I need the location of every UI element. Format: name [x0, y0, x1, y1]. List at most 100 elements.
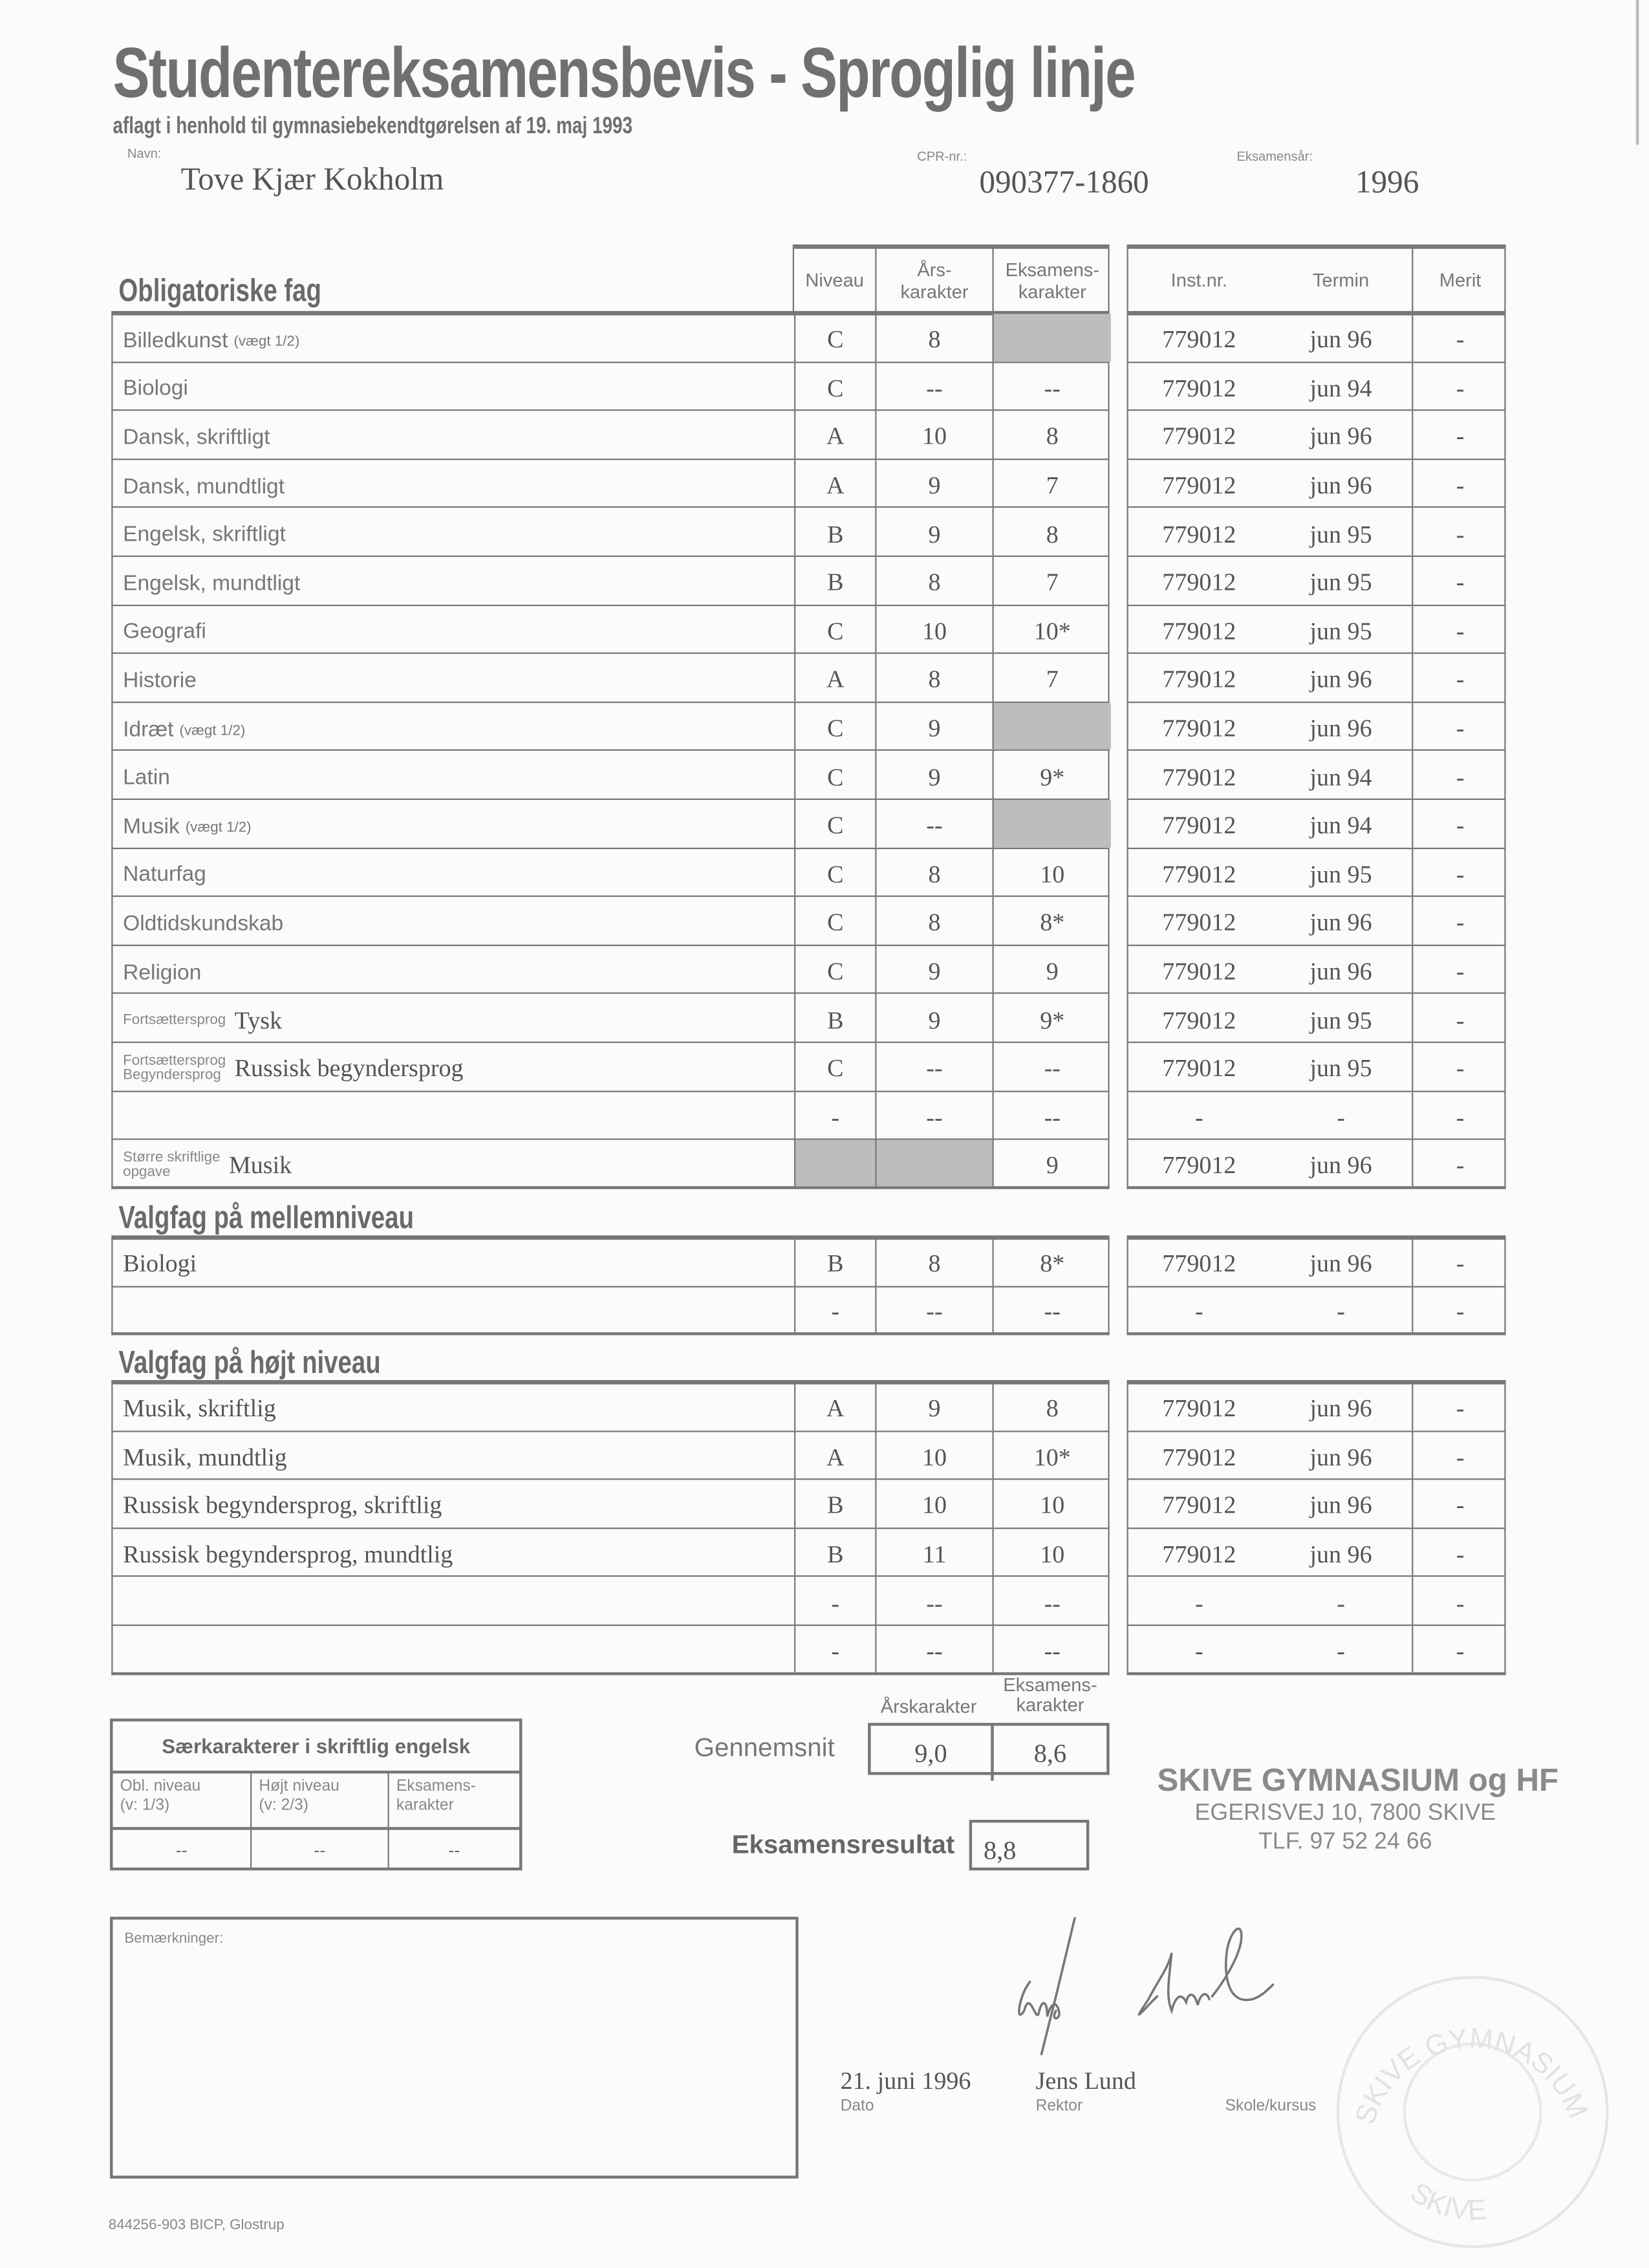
merit-cell: -: [1412, 605, 1507, 653]
rector-signature: [1018, 1917, 1275, 2056]
section-heading-obligatoriske: Obligatoriske fag: [118, 272, 321, 308]
registry-row: 779012 jun 96 -: [1126, 702, 1506, 751]
merit-cell: -: [1412, 848, 1507, 896]
niveau-cell: C: [794, 799, 875, 847]
inst-cell: 779012: [1162, 325, 1236, 354]
inst-cell: 779012: [1162, 860, 1236, 889]
remarks-box[interactable]: Bemærkninger:: [109, 1916, 799, 2179]
niveau-cell: A: [794, 459, 875, 507]
subject-cell: Latin: [113, 751, 794, 799]
termin-cell: -: [1337, 1589, 1345, 1617]
cpr-label: CPR-nr.:: [917, 149, 967, 164]
niveau-cell: A: [794, 654, 875, 702]
merit-cell: -: [1412, 1626, 1507, 1672]
subject-cell: Naturfag: [113, 848, 794, 896]
termin-cell: jun 96: [1310, 325, 1372, 354]
table-row: Billedkunst (vægt 1/2) C 8: [111, 314, 1111, 363]
subject-cell: Dansk, skriftligt: [113, 411, 794, 459]
saer-header-hoejt: Højt niveau (v: 2/3): [250, 1773, 387, 1828]
subject-cell: Fortsættersprog Begyndersprog Russisk begy…: [113, 1043, 794, 1090]
inst-cell: 779012: [1162, 374, 1236, 402]
aars-cell: 8: [875, 1238, 992, 1286]
subject-cell: [113, 1577, 794, 1625]
termin-cell: jun 96: [1310, 423, 1372, 451]
student-name: Tove Kjær Kokholm: [180, 160, 444, 197]
inst-cell: -: [1194, 1298, 1203, 1326]
table-row: Musik, mundtlig A 10 10*: [111, 1431, 1110, 1480]
aars-cell: 8: [875, 848, 992, 896]
registry-row: 779012 jun 96 -: [1126, 654, 1506, 703]
table-top-rule: [111, 1379, 1110, 1385]
aars-cell: 8: [875, 557, 992, 605]
subject-category-line: Begyndersprog: [123, 1068, 221, 1085]
eks-cell: 7: [992, 459, 1110, 507]
stamp-phone: TLF. 97 52 24 66: [1258, 1830, 1432, 1855]
column-header-niveau: Niveau: [805, 269, 864, 291]
registry-row: 779012 jun 95 -: [1126, 994, 1506, 1043]
subject-name: Engelsk, mundtligt: [123, 571, 301, 596]
niveau-cell: A: [794, 1383, 875, 1431]
saer-value-hoejt: --: [250, 1830, 387, 1871]
subject-cell: Fortsættersprog Tysk: [113, 995, 794, 1042]
merit-cell: -: [1412, 1431, 1507, 1479]
registry-row: 779012 jun 95 -: [1126, 848, 1507, 898]
header-rule: [1126, 244, 1506, 249]
niveau-cell: C: [794, 751, 875, 799]
gennemsnit-aars-header: Årskarakter: [880, 1695, 977, 1718]
column-header-aarskarakter: Års- karakter: [875, 247, 992, 313]
aars-cell: 10: [875, 411, 992, 459]
subject-name: Billedkunst: [123, 328, 228, 353]
registry-row: 779012 jun 94 -: [1126, 799, 1506, 849]
aars-cell: 10: [875, 1431, 992, 1479]
table-row: Oldtidskundskab C 8 8*: [111, 897, 1110, 946]
table-row: Større skriftlige opgave Musik 9: [111, 1140, 1110, 1189]
subject-weight-note: (vægt 1/2): [233, 334, 300, 351]
table-top-rule: [111, 1235, 1110, 1240]
inst-cell: 779012: [1162, 1055, 1236, 1083]
inst-cell: 779012: [1162, 957, 1236, 986]
aars-cell: 9: [875, 945, 992, 993]
registry-header: Inst.nr. Termin Merit: [1126, 247, 1507, 313]
subject-name: Geografi: [123, 620, 206, 645]
inst-cell: 779012: [1162, 666, 1236, 694]
eks-cell: --: [992, 1626, 1110, 1672]
subject-category: Større skriftlige opgave: [123, 1150, 220, 1180]
registry-row: 779012 jun 95 -: [1126, 1042, 1506, 1092]
table-top-rule: [1126, 1235, 1506, 1240]
aars-cell: 9: [875, 1383, 992, 1431]
merit-cell: -: [1412, 411, 1507, 459]
gennemsnit-aars-value: 9,0: [914, 1738, 947, 1768]
niveau-cell: C: [794, 945, 875, 993]
table-row: Russisk begyndersprog, mundtlig B 11 10: [111, 1528, 1110, 1578]
aars-cell: 10: [875, 605, 992, 653]
inst-cell: 779012: [1162, 1492, 1236, 1520]
merit-cell: -: [1412, 1286, 1507, 1333]
niveau-cell: C: [794, 1042, 875, 1090]
table-row: Idræt (vægt 1/2) C 9: [111, 702, 1111, 751]
registry-row: 779012 jun 96 -: [1126, 1238, 1506, 1287]
registry-row: ---: [1126, 1286, 1507, 1336]
column-header-merit: Merit: [1412, 247, 1507, 313]
inst-cell: 779012: [1162, 423, 1236, 451]
merit-cell: -: [1412, 945, 1507, 993]
registry-row: ---: [1126, 1626, 1507, 1675]
merit-cell: -: [1412, 1383, 1507, 1431]
aars-cell: [875, 1140, 993, 1186]
table-row: Geografi C 10 10*: [111, 605, 1110, 654]
subject-name: Dansk, mundtligt: [123, 473, 285, 499]
subject-cell: Russisk begyndersprog, mundtlig: [113, 1529, 794, 1576]
document-title: Studentereksamensbevis - Sproglig linje: [113, 34, 1136, 113]
signature-date: 21. juni 1996: [840, 2067, 971, 2095]
eks-cell: 8: [992, 1383, 1110, 1431]
subject-name: Naturfag: [123, 863, 206, 888]
exam-year: 1996: [1355, 163, 1419, 200]
inst-cell: 779012: [1162, 520, 1236, 548]
table-row: Musik, skriftlig A 9 8: [111, 1383, 1110, 1432]
niveau-cell: B: [794, 508, 875, 556]
subject-name: Musik: [228, 1151, 292, 1179]
niveau-cell: B: [794, 1480, 875, 1528]
registry-row: 779012 jun 96 -: [1126, 1383, 1507, 1432]
aars-cell: 9: [875, 751, 992, 799]
subject-name: Russisk begyndersprog: [234, 1055, 464, 1083]
merit-cell: -: [1412, 1528, 1507, 1576]
